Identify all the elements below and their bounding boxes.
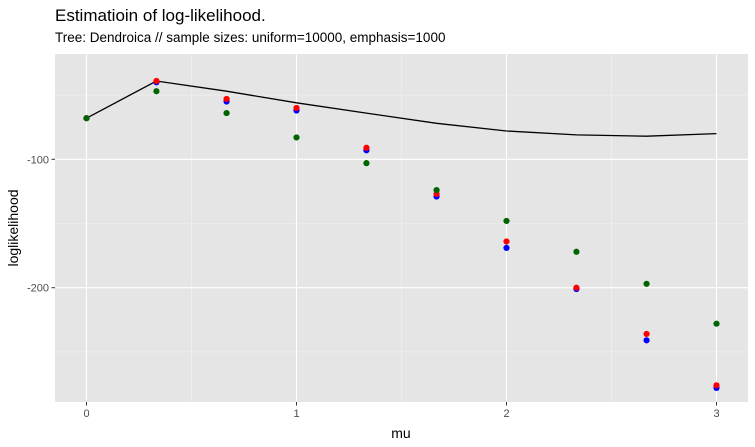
data-point bbox=[363, 144, 370, 151]
y-tick-label: -100 bbox=[27, 154, 49, 166]
x-axis-title: mu bbox=[391, 425, 410, 441]
data-point bbox=[713, 320, 720, 327]
x-tick-label: 2 bbox=[503, 408, 509, 420]
x-tick-label: 0 bbox=[83, 408, 89, 420]
x-tick-label: 1 bbox=[293, 408, 299, 420]
data-point bbox=[643, 280, 650, 287]
data-point bbox=[503, 238, 510, 245]
series-line bbox=[86, 80, 717, 137]
data-point bbox=[293, 104, 300, 112]
minor-gridlines bbox=[55, 54, 748, 402]
data-point bbox=[363, 160, 370, 167]
x-axis: 0 1 2 3 bbox=[83, 402, 720, 420]
data-point bbox=[573, 248, 580, 255]
data-point bbox=[83, 115, 90, 122]
data-point bbox=[503, 217, 510, 225]
chart-title: Estimatioin of log-likelihood. bbox=[55, 6, 266, 25]
y-axis: -100 -200 bbox=[27, 154, 55, 295]
data-point bbox=[153, 88, 160, 95]
data-point bbox=[223, 95, 230, 103]
data-point bbox=[433, 187, 440, 194]
y-tick-label: -200 bbox=[27, 283, 49, 295]
data-point bbox=[293, 134, 300, 141]
data-point bbox=[643, 330, 650, 338]
data-point bbox=[153, 77, 160, 85]
chart-subtitle: Tree: Dendroica // sample sizes: uniform… bbox=[55, 30, 445, 45]
y-axis-title: loglikelihood bbox=[5, 189, 21, 266]
data-point bbox=[223, 109, 230, 117]
data-point bbox=[713, 382, 720, 389]
data-point bbox=[643, 337, 650, 344]
data-point bbox=[503, 244, 510, 252]
data-points bbox=[83, 77, 720, 391]
x-tick-label: 3 bbox=[713, 408, 719, 420]
data-point bbox=[573, 284, 580, 291]
